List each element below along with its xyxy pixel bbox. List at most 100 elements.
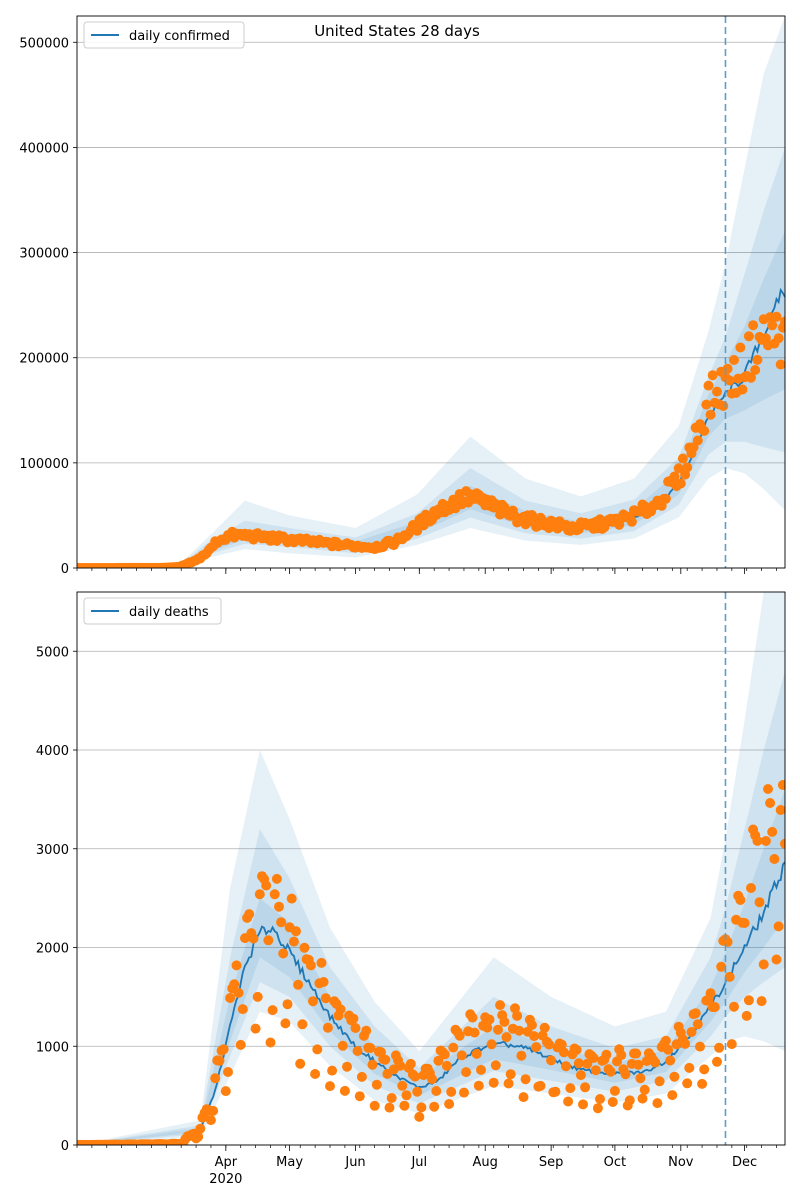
observed-point	[775, 805, 785, 815]
observed-point	[699, 1064, 710, 1075]
observed-point	[765, 798, 776, 808]
observed-point	[701, 399, 712, 410]
y-tick-label: 100000	[19, 457, 69, 472]
observed-point	[233, 987, 244, 998]
observed-point	[680, 1038, 691, 1049]
observed-point	[667, 1090, 678, 1101]
observed-point	[531, 1042, 542, 1053]
observed-point	[722, 937, 733, 947]
observed-point	[588, 1053, 599, 1063]
observed-point	[654, 1076, 665, 1087]
observed-point	[237, 1004, 248, 1015]
observed-point	[225, 993, 236, 1003]
observed-point	[637, 1093, 648, 1104]
observed-point	[473, 1080, 484, 1091]
y-tick-label: 200000	[19, 352, 69, 367]
observed-point	[414, 1111, 425, 1122]
observed-point	[758, 959, 769, 970]
observed-point	[354, 1091, 365, 1102]
observed-point	[550, 1086, 561, 1097]
observed-point	[267, 1005, 278, 1016]
observed-point	[467, 1012, 478, 1023]
x-tick-label: Dec	[732, 1155, 757, 1170]
observed-point	[746, 372, 756, 383]
observed-point	[565, 1083, 576, 1094]
observed-point	[263, 935, 274, 946]
observed-point	[410, 1071, 421, 1082]
observed-point	[316, 957, 327, 968]
observed-point	[763, 784, 773, 794]
y-tick-label: 0	[61, 1139, 69, 1154]
observed-point	[312, 1044, 323, 1055]
observed-point	[488, 1077, 499, 1088]
observed-point	[677, 453, 688, 464]
observed-point	[743, 331, 754, 342]
observed-point	[335, 1004, 346, 1015]
observed-point	[773, 921, 784, 932]
observed-point	[682, 462, 693, 473]
observed-point	[310, 1069, 321, 1079]
observed-point	[735, 342, 746, 353]
observed-point	[503, 1078, 514, 1089]
x-tick-label: Apr	[215, 1155, 238, 1170]
observed-point	[754, 897, 765, 908]
observed-point	[709, 1002, 720, 1012]
observed-point	[193, 1131, 204, 1142]
observed-point	[327, 1065, 338, 1076]
observed-point	[493, 1024, 503, 1035]
observed-point	[682, 1078, 693, 1089]
observed-point	[350, 1023, 361, 1033]
observed-point	[718, 401, 729, 411]
deaths-legend-box	[83, 597, 222, 625]
observed-point	[416, 1102, 427, 1113]
observed-point	[441, 1060, 452, 1071]
confirmed-observed-points	[77, 311, 785, 568]
observed-point	[595, 1094, 605, 1104]
observed-point	[405, 1058, 416, 1069]
observed-point	[501, 1032, 512, 1043]
observed-point	[229, 979, 240, 990]
observed-point	[386, 1093, 397, 1103]
observed-point	[539, 1022, 550, 1033]
y-tick-label: 1000	[36, 1040, 69, 1055]
observed-point	[620, 1069, 631, 1080]
observed-point	[210, 1073, 221, 1084]
x-tick-label: Aug	[473, 1155, 498, 1170]
y-tick-label: 2000	[36, 942, 69, 957]
y-tick-label: 4000	[36, 744, 69, 759]
observed-point	[325, 1081, 335, 1092]
observed-point	[252, 991, 263, 1002]
observed-point	[650, 1057, 661, 1068]
observed-point	[322, 1022, 333, 1033]
observed-point	[546, 1055, 557, 1066]
observed-point	[686, 1027, 697, 1037]
observed-point	[412, 1086, 423, 1097]
observed-point	[195, 1123, 206, 1134]
observed-point	[276, 917, 287, 928]
observed-point	[692, 1019, 703, 1030]
observed-point	[771, 954, 782, 965]
observed-point	[601, 1049, 612, 1060]
observed-point	[456, 1050, 467, 1061]
observed-point	[780, 838, 785, 849]
confirmed-legend: daily confirmed	[83, 21, 245, 49]
deaths-legend: daily deaths	[83, 597, 222, 625]
x-tick-label: Jul	[410, 1155, 427, 1170]
observed-point	[695, 1041, 705, 1052]
observed-point	[722, 363, 733, 374]
observed-point	[739, 918, 750, 928]
observed-point	[427, 1074, 438, 1085]
deaths-panel: 0 1000 2000 3000 4000 5000 Apr May Jun Jul Aug Sep…	[36, 591, 786, 1187]
observed-point	[756, 996, 767, 1007]
observed-point	[697, 1078, 708, 1089]
observed-point	[461, 1067, 472, 1078]
observed-point	[748, 320, 759, 331]
observed-point	[652, 1098, 663, 1109]
observed-point	[609, 1085, 620, 1096]
observed-point	[384, 1102, 395, 1113]
deaths-axes-frame	[76, 591, 786, 1146]
observed-point	[214, 1055, 225, 1066]
x-tick-label: May	[276, 1155, 303, 1170]
observed-point	[673, 463, 684, 474]
